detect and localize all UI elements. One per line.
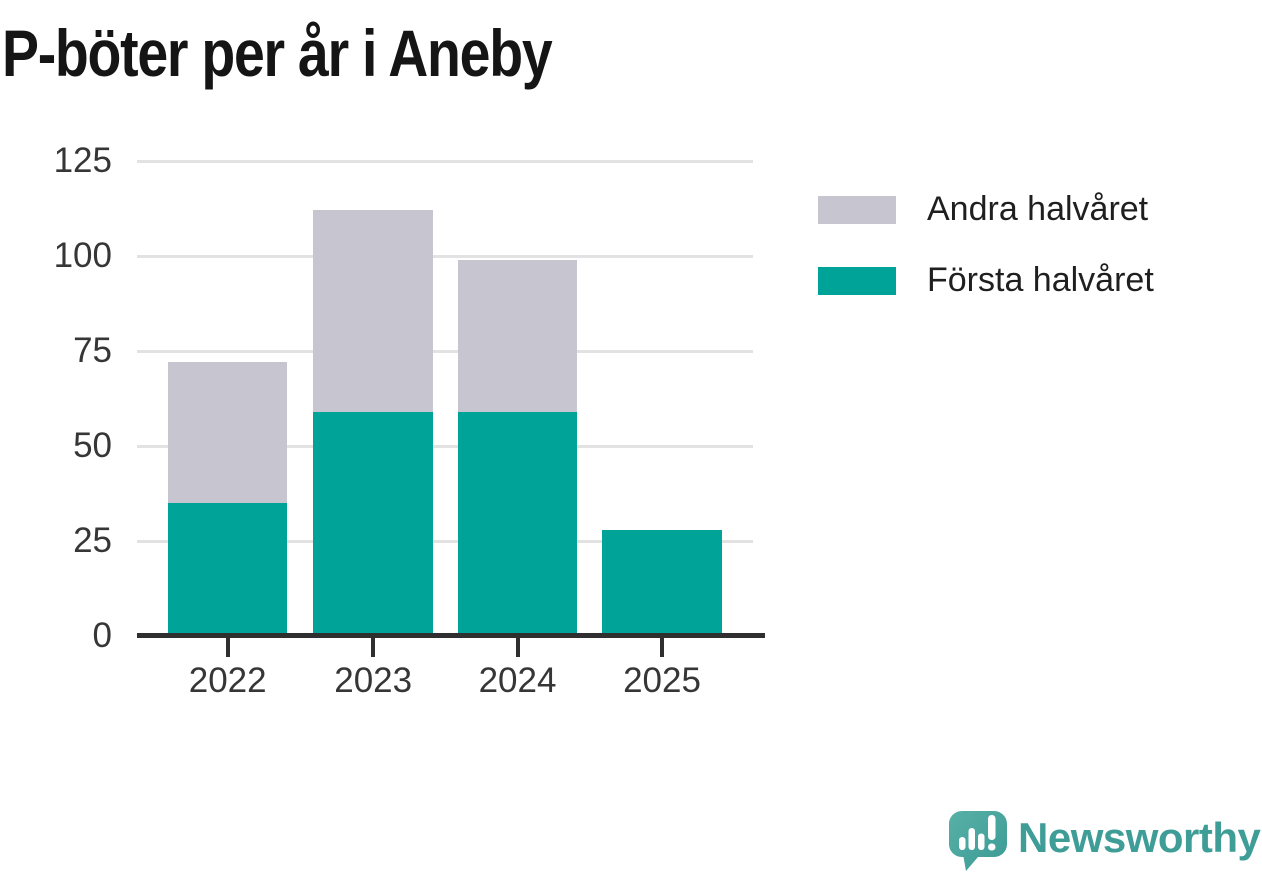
x-axis-line (137, 633, 765, 638)
x-axis-tick-2025 (660, 638, 664, 657)
legend-item-forsta-halvaret: Första halvåret (818, 261, 1154, 300)
x-axis-label-2024: 2024 (478, 661, 557, 700)
legend-swatch-andra-halvaret (818, 195, 896, 224)
bar-segment-forsta-halvaret-2025 (602, 529, 722, 636)
bar-segment-forsta-halvaret-2022 (167, 503, 288, 636)
gridline-25 (137, 539, 753, 543)
y-axis-label-125: 125 (53, 141, 112, 180)
y-axis-label-100: 100 (53, 236, 112, 275)
x-axis-tick-2024 (515, 638, 520, 657)
x-axis-tick-2022 (225, 638, 230, 657)
y-axis-label-25: 25 (73, 521, 112, 560)
bar-segment-andra-halvaret-2022 (167, 362, 288, 503)
legend-item-andra-halvaret: Andra halvåret (818, 190, 1154, 229)
gridline-75 (137, 349, 753, 353)
x-axis-tick-2023 (371, 638, 376, 657)
legend-swatch-forsta-halvaret (818, 266, 896, 295)
newsworthy-logo-text: Newsworthy (1018, 814, 1261, 861)
x-axis-label-2022: 2022 (188, 661, 267, 700)
chart-title: P-böter per år i Aneby (2, 16, 553, 90)
bar-segment-andra-halvaret-2024 (457, 259, 578, 412)
newsworthy-logo: Newsworthy (948, 810, 1261, 874)
newsworthy-logo-icon (949, 811, 1007, 871)
gridline-125 (137, 159, 753, 163)
gridline-50 (137, 444, 753, 448)
bar-segment-forsta-halvaret-2023 (313, 411, 433, 636)
bar-segment-forsta-halvaret-2024 (457, 411, 578, 636)
x-axis-label-2023: 2023 (334, 661, 413, 700)
x-axis-label-2025: 2025 (623, 661, 701, 700)
y-axis-label-0: 0 (92, 616, 112, 655)
legend-label: Första halvåret (927, 261, 1154, 299)
legend: Andra halvåret Första halvåret (818, 190, 1154, 332)
gridline-100 (137, 254, 753, 258)
y-axis-label-50: 50 (73, 426, 112, 465)
bar-segment-andra-halvaret-2023 (313, 210, 433, 412)
legend-label: Andra halvåret (927, 190, 1149, 228)
y-axis-label-75: 75 (73, 331, 112, 370)
